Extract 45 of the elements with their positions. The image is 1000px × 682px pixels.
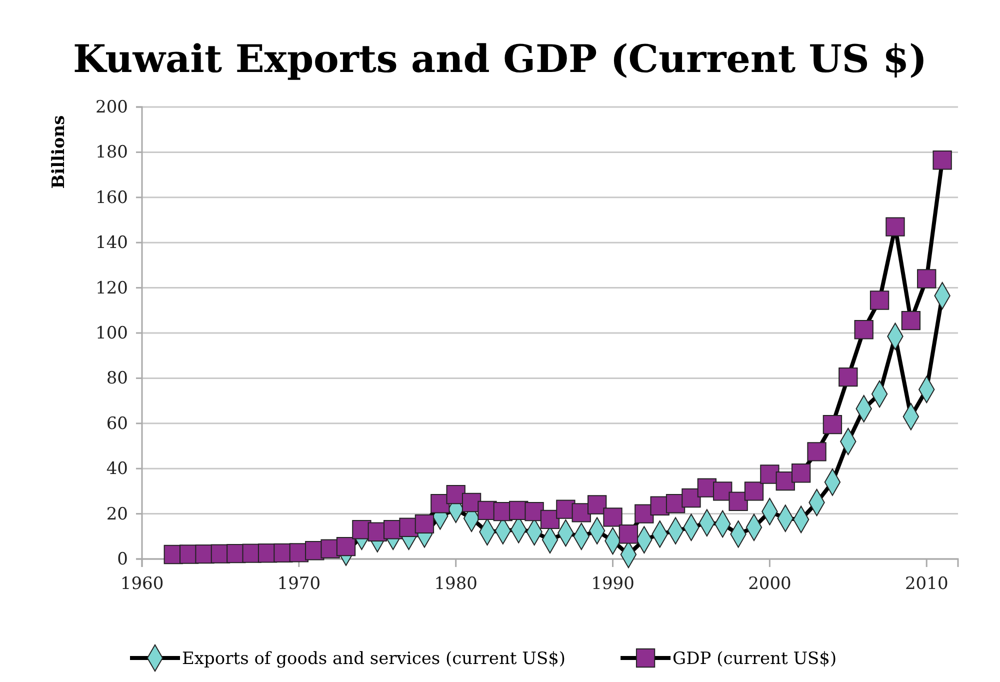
y-axis-title: Billions <box>49 115 69 189</box>
point <box>587 495 607 514</box>
y-tick-label: 140 <box>96 233 128 254</box>
y-tick-label: 180 <box>96 142 128 163</box>
point <box>713 482 732 501</box>
point <box>807 442 826 462</box>
y-tick-label: 160 <box>96 188 128 208</box>
y-tick-label: 100 <box>96 323 128 344</box>
point <box>634 504 654 524</box>
point <box>870 290 890 310</box>
point <box>336 536 356 556</box>
y-tick-label: 40 <box>106 459 128 480</box>
y-tick-label: 80 <box>106 368 128 389</box>
point <box>886 217 905 236</box>
point <box>728 492 748 511</box>
point <box>430 494 450 514</box>
point <box>524 502 544 522</box>
x-tick-label: 1980 <box>434 574 478 594</box>
chart-title: Kuwait Exports and GDP (Current US $) <box>72 36 928 81</box>
point <box>744 482 764 501</box>
y-tick-label: 200 <box>96 97 128 118</box>
point <box>838 367 858 387</box>
point <box>540 510 560 530</box>
x-tick-label: 2000 <box>748 574 792 594</box>
y-tick-label: 120 <box>96 278 128 298</box>
legend-label: Exports of goods and services (current US$) <box>182 649 566 669</box>
point <box>932 150 952 170</box>
x-tick-label: 1990 <box>591 574 634 594</box>
point <box>414 514 434 534</box>
x-tick-label: 1960 <box>120 574 164 594</box>
point <box>682 488 701 508</box>
point <box>572 503 591 522</box>
legend-label: GDP (current US$) <box>672 649 837 669</box>
y-tick-label: 20 <box>106 504 128 524</box>
x-tick-label: 1970 <box>277 574 321 594</box>
point <box>917 269 936 288</box>
point <box>854 320 874 340</box>
point <box>791 464 811 483</box>
point <box>603 508 622 527</box>
point <box>618 524 638 544</box>
point <box>822 414 842 434</box>
y-tick-label: 60 <box>106 414 128 434</box>
y-tick-label: 0 <box>117 549 128 570</box>
x-tick-label: 2010 <box>904 574 948 594</box>
point <box>901 310 921 330</box>
